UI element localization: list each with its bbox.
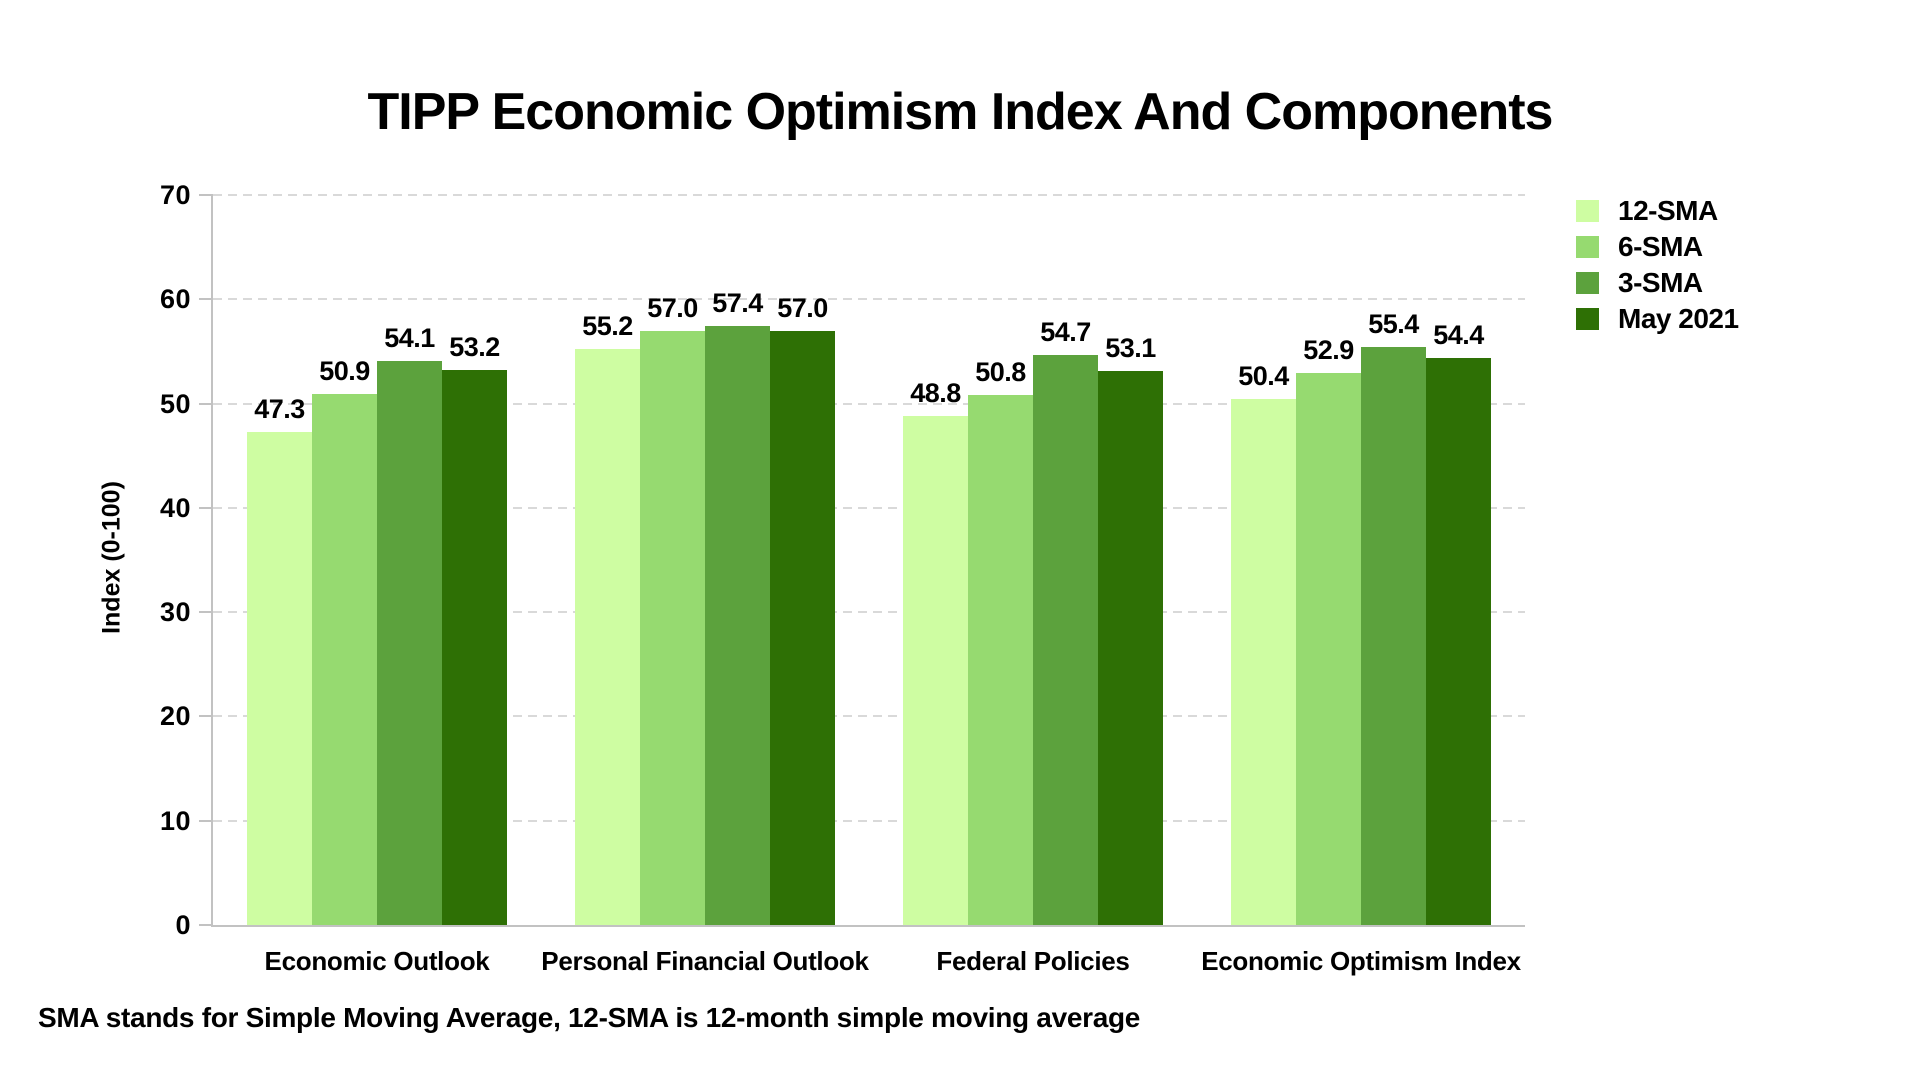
y-tick-mark — [199, 194, 213, 196]
legend: 12-SMA 6-SMA 3-SMA May 2021 — [1576, 195, 1739, 344]
bar-value-label: 47.3 — [254, 393, 305, 424]
x-category-label: Economic Optimism Index — [1201, 946, 1521, 976]
bar — [1426, 357, 1491, 925]
gridline — [213, 402, 1525, 405]
y-axis-line — [211, 195, 213, 925]
bar-value-label: 55.4 — [1368, 309, 1419, 340]
legend-item: 12-SMA — [1576, 195, 1739, 226]
y-tick-label: 10 — [159, 805, 191, 836]
bar — [312, 394, 377, 925]
legend-label: 12-SMA — [1618, 195, 1718, 226]
bar-value-label: 52.9 — [1303, 335, 1354, 366]
bar-value-label: 48.8 — [910, 378, 961, 409]
footnote: SMA stands for Simple Moving Average, 12… — [38, 1002, 1141, 1033]
legend-item: 6-SMA — [1576, 231, 1739, 262]
y-tick-label: 70 — [159, 180, 191, 210]
bar — [705, 326, 770, 925]
y-tick-mark — [199, 715, 213, 718]
x-category-label: Economic Outlook — [264, 946, 490, 976]
y-tick-label: 30 — [159, 597, 191, 628]
bar — [247, 431, 312, 925]
bar — [442, 370, 507, 925]
bar — [770, 330, 835, 925]
bar — [1296, 373, 1361, 925]
y-tick-label: 60 — [159, 284, 191, 315]
gridline — [213, 194, 1525, 196]
bar-value-label: 57.0 — [777, 292, 828, 323]
legend-swatch — [1576, 308, 1599, 330]
bar — [903, 416, 968, 925]
bar — [640, 330, 705, 925]
legend-swatch — [1576, 272, 1599, 294]
bar — [575, 349, 640, 925]
y-tick-mark — [199, 298, 213, 301]
bar-value-label: 50.4 — [1238, 361, 1289, 392]
bar — [377, 360, 442, 925]
x-category-label: Personal Financial Outlook — [541, 946, 869, 976]
bar — [968, 395, 1033, 925]
gridline — [213, 506, 1525, 509]
x-category-label: Federal Policies — [936, 946, 1130, 976]
y-tick-mark — [199, 402, 213, 405]
legend-label: 6-SMA — [1618, 231, 1703, 262]
legend-swatch — [1576, 236, 1599, 258]
gridline — [213, 298, 1525, 301]
bar-value-label: 54.7 — [1040, 316, 1091, 347]
bar — [1033, 354, 1098, 925]
bar — [1231, 399, 1296, 925]
x-axis-line — [211, 925, 1525, 927]
bar-value-label: 57.0 — [647, 292, 698, 323]
bar-value-label: 55.2 — [582, 311, 633, 342]
legend-label: 3-SMA — [1618, 267, 1703, 298]
gridline — [213, 611, 1525, 614]
y-tick-label: 20 — [159, 701, 191, 732]
legend-swatch — [1576, 200, 1599, 222]
chart-title: TIPP Economic Optimism Index And Compone… — [367, 83, 1554, 141]
bar-value-label: 50.9 — [319, 356, 370, 387]
bar — [1098, 371, 1163, 925]
bar — [1361, 347, 1426, 925]
bar-value-label: 53.2 — [449, 332, 500, 363]
y-tick-mark — [199, 819, 213, 822]
y-tick-mark — [199, 506, 213, 509]
bar-value-label: 54.4 — [1433, 319, 1484, 350]
legend-label: May 2021 — [1618, 303, 1739, 334]
y-tick-mark — [199, 611, 213, 614]
y-tick-mark — [199, 924, 213, 926]
bar-value-label: 53.1 — [1105, 333, 1156, 364]
y-axis-title: Index (0-100) — [97, 481, 126, 634]
legend-item: 3-SMA — [1576, 267, 1739, 298]
y-tick-label: 40 — [159, 492, 191, 523]
bar-value-label: 57.4 — [712, 288, 763, 319]
bar-value-label: 54.1 — [384, 322, 435, 353]
legend-item: May 2021 — [1576, 303, 1739, 334]
y-tick-label: 50 — [159, 388, 191, 419]
bar-value-label: 50.8 — [975, 357, 1026, 388]
gridline — [213, 819, 1525, 822]
y-tick-label: 0 — [175, 910, 191, 940]
gridline — [213, 715, 1525, 718]
